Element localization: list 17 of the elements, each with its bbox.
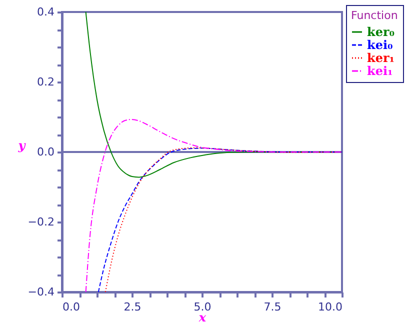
x-tick-label: 5.0 <box>194 300 212 314</box>
y-tick-label: 0.4 <box>37 6 54 18</box>
y-tick-label: −0.2 <box>28 216 54 228</box>
y-tick-label: 0.2 <box>37 76 54 88</box>
legend-label: ker₀ <box>367 25 395 39</box>
x-tick-label: 2.5 <box>124 300 142 314</box>
legend-label: kei₁ <box>367 64 393 78</box>
legend-title: Function <box>351 9 398 22</box>
x-axis-title: x <box>198 310 207 324</box>
y-axis-title: y <box>17 138 26 152</box>
y-tick-label: 0.0 <box>37 146 54 158</box>
x-tick-label: 7.5 <box>264 300 282 314</box>
x-tick-label: 10.0 <box>318 300 342 314</box>
legend-label: ker₁ <box>367 51 395 65</box>
x-tick-label: 0.0 <box>62 300 80 314</box>
legend-label: kei₀ <box>367 38 393 52</box>
y-tick-label: −0.4 <box>28 286 54 298</box>
